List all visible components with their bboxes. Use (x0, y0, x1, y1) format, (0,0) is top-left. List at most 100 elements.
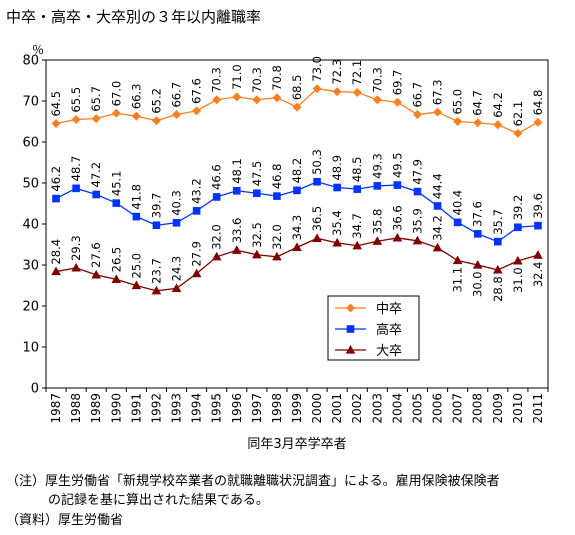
data-point-diamond (212, 95, 222, 105)
x-tick-label: 2006 (431, 393, 445, 424)
data-point-square (346, 325, 355, 333)
x-tick-label: 2000 (310, 393, 324, 424)
data-point-square (92, 190, 100, 199)
data-label: 65.0 (451, 89, 465, 115)
data-point-diamond (453, 117, 463, 126)
data-point-square (232, 186, 241, 195)
data-point-square (152, 221, 161, 230)
data-label: 64.8 (531, 90, 545, 116)
data-point-square (433, 202, 442, 210)
data-label: 64.2 (491, 92, 505, 118)
data-point-square (313, 177, 321, 186)
data-point-square (534, 221, 542, 230)
data-label: 25.0 (129, 253, 143, 279)
data-point-square (373, 182, 382, 190)
data-label: 31.1 (451, 267, 465, 293)
data-label: 28.8 (491, 276, 505, 302)
x-tick-label: 2004 (390, 393, 404, 424)
x-tick-label: 2002 (350, 393, 364, 424)
data-point-triangle (452, 255, 463, 265)
data-point-diamond (91, 114, 101, 124)
data-label: 62.1 (511, 101, 525, 127)
data-label: 44.4 (431, 173, 445, 199)
data-label: 35.9 (410, 208, 424, 234)
x-tick-label: 2009 (491, 393, 505, 424)
legend-box (327, 295, 420, 361)
data-label: 36.6 (390, 205, 404, 231)
data-label: 67.6 (190, 78, 204, 104)
data-label: 34.2 (431, 215, 445, 241)
data-label: 72.1 (350, 60, 364, 86)
data-label: 64.7 (471, 90, 485, 116)
data-label: 47.5 (250, 161, 264, 187)
data-point-diamond (346, 303, 355, 313)
data-point-square (353, 185, 362, 193)
data-point-triangle (432, 242, 443, 252)
data-point-diamond (51, 119, 61, 129)
note-line-1: （注）厚生労働省「新規学校卒業者の就職離職状況調査」による。雇用保険被保険者 (6, 474, 500, 489)
data-point-square (473, 230, 482, 238)
data-point-square (132, 212, 141, 221)
data-label: 24.3 (170, 256, 184, 282)
x-tick-label: 1996 (230, 393, 244, 424)
data-label: 46.2 (49, 166, 63, 192)
data-label: 70.8 (270, 65, 284, 91)
data-label: 46.6 (210, 164, 224, 190)
data-label: 39.2 (511, 195, 525, 221)
data-label: 45.1 (109, 170, 123, 196)
data-label: 40.4 (451, 190, 465, 216)
data-label: 71.0 (230, 64, 244, 90)
y-tick-label: 20 (22, 300, 39, 315)
data-label: 34.3 (290, 215, 304, 241)
data-point-triangle (51, 266, 61, 276)
data-label: 39.6 (531, 193, 545, 219)
data-point-diamond (172, 110, 182, 120)
x-tick-label: 2001 (330, 393, 344, 424)
y-tick-label: 10 (22, 341, 39, 356)
x-tick-label: 2005 (410, 393, 424, 424)
data-point-triangle (211, 251, 222, 261)
data-point-triangle (252, 249, 262, 259)
data-point-square (52, 194, 60, 203)
data-label: 39.7 (149, 193, 163, 219)
data-point-triangle (171, 283, 182, 292)
data-label: 41.8 (129, 184, 143, 210)
x-tick-label: 2003 (370, 393, 384, 424)
x-tick-label: 1988 (69, 393, 83, 424)
data-label: 49.3 (370, 153, 384, 179)
data-label: 50.3 (310, 149, 324, 175)
data-label: 72.3 (330, 59, 344, 85)
data-point-triangle (533, 250, 543, 259)
data-point-triangle (345, 345, 356, 354)
x-tick-label: 1991 (129, 393, 143, 424)
data-point-triangle (412, 235, 423, 245)
data-label: 27.9 (190, 241, 204, 267)
data-point-triangle (151, 285, 162, 295)
data-point-diamond (412, 110, 422, 120)
x-tick-label: 2008 (471, 393, 485, 424)
x-tick-label: 1990 (109, 393, 123, 424)
data-point-triangle (472, 260, 483, 269)
data-label: 30.0 (471, 271, 485, 297)
data-point-square (494, 237, 502, 246)
data-label: 48.2 (290, 158, 304, 184)
y-tick-label: 60 (22, 136, 39, 151)
data-label: 26.5 (109, 247, 123, 273)
data-label: 32.0 (270, 224, 284, 250)
data-point-triangle (292, 242, 302, 251)
data-point-square (192, 207, 201, 215)
data-label: 48.9 (330, 155, 344, 181)
x-tick-label: 1992 (149, 393, 163, 424)
data-point-diamond (312, 84, 322, 94)
data-point-triangle (231, 245, 242, 254)
data-point-square (112, 199, 121, 207)
data-point-triangle (392, 232, 403, 242)
data-label: 73.0 (310, 56, 324, 82)
data-label: 32.5 (250, 222, 264, 248)
data-point-diamond (352, 87, 362, 97)
data-point-square (212, 193, 221, 201)
data-point-triangle (332, 237, 342, 247)
x-tick-label: 1999 (290, 393, 304, 424)
y-tick-label: 40 (22, 218, 39, 233)
